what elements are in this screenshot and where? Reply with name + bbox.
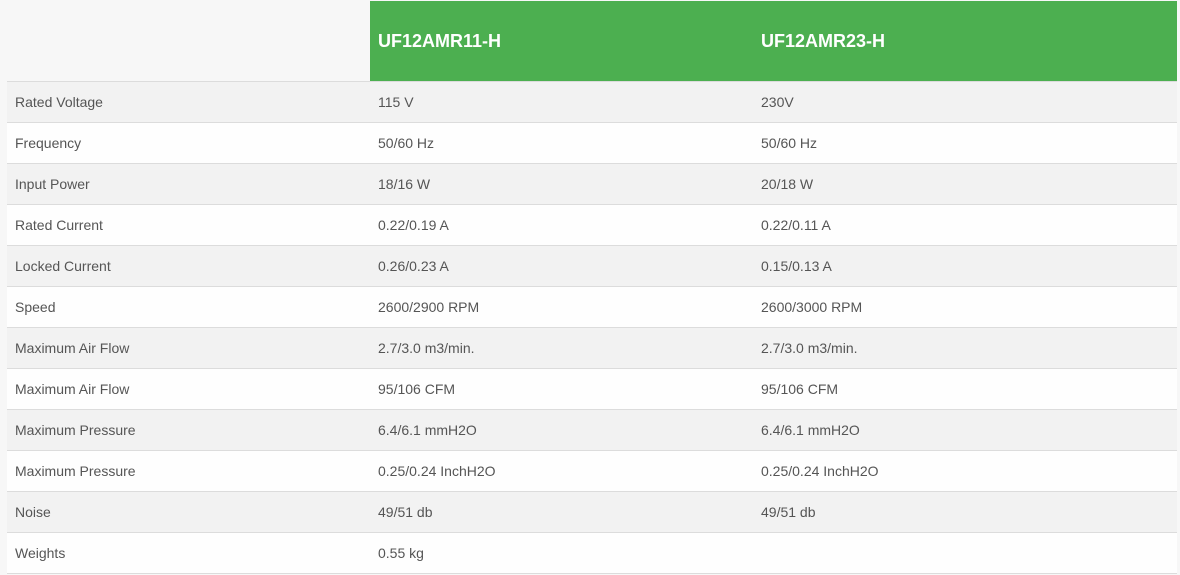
spec-table: UF12AMR11-H UF12AMR23-H Rated Voltage 115… [7,1,1177,574]
model-2-value: 2.7/3.0 m3/min. [753,327,1177,369]
model-1-value: 0.26/0.23 A [370,245,753,287]
model-2-value: 6.4/6.1 mmH2O [753,409,1177,451]
table-row: Speed 2600/2900 RPM 2600/3000 RPM [7,286,1177,328]
model-1-value: 2.7/3.0 m3/min. [370,327,753,369]
row-label: Maximum Air Flow [7,368,370,410]
header-model-1: UF12AMR11-H [370,1,753,82]
row-label: Rated Voltage [7,81,370,123]
row-label: Rated Current [7,204,370,246]
row-label: Noise [7,491,370,533]
header-blank [7,1,370,82]
table-row: Maximum Pressure 6.4/6.1 mmH2O 6.4/6.1 mmH… [7,409,1177,451]
row-label: Maximum Pressure [7,450,370,492]
header-row: UF12AMR11-H UF12AMR23-H [7,1,1177,82]
model-2-value: 20/18 W [753,163,1177,205]
model-1-value: 0.25/0.24 InchH2O [370,450,753,492]
model-2-value: 95/106 CFM [753,368,1177,410]
model-1-value: 18/16 W [370,163,753,205]
table-row: Maximum Air Flow 95/106 CFM 95/106 CFM [7,368,1177,410]
row-label: Input Power [7,163,370,205]
model-1-value: 115 V [370,81,753,123]
model-1-value: 6.4/6.1 mmH2O [370,409,753,451]
row-label: Maximum Pressure [7,409,370,451]
table-row: Frequency 50/60 Hz 50/60 Hz [7,122,1177,164]
model-2-value [753,532,1177,574]
table-row: Maximum Pressure 0.25/0.24 InchH2O 0.25/0.… [7,450,1177,492]
model-1-value: 95/106 CFM [370,368,753,410]
table-row: Input Power 18/16 W 20/18 W [7,163,1177,205]
table-row: Maximum Air Flow 2.7/3.0 m3/min. 2.7/3.0 m… [7,327,1177,369]
table-row: Weights 0.55 kg [7,532,1177,574]
model-2-value: 230V [753,81,1177,123]
model-2-value: 0.15/0.13 A [753,245,1177,287]
model-1-value: 2600/2900 RPM [370,286,753,328]
table-row: Locked Current 0.26/0.23 A 0.15/0.13 A [7,245,1177,287]
model-1-value: 0.22/0.19 A [370,204,753,246]
table-row: Noise 49/51 db 49/51 db [7,491,1177,533]
model-2-value: 2600/3000 RPM [753,286,1177,328]
model-2-value: 50/60 Hz [753,122,1177,164]
row-label: Frequency [7,122,370,164]
model-2-value: 49/51 db [753,491,1177,533]
header-model-2: UF12AMR23-H [753,1,1177,82]
model-1-value: 50/60 Hz [370,122,753,164]
table-row: Rated Voltage 115 V 230V [7,81,1177,123]
model-2-value: 0.22/0.11 A [753,204,1177,246]
row-label: Speed [7,286,370,328]
model-2-value: 0.25/0.24 InchH2O [753,450,1177,492]
row-label: Maximum Air Flow [7,327,370,369]
model-1-value: 49/51 db [370,491,753,533]
row-label: Weights [7,532,370,574]
model-1-value: 0.55 kg [370,532,753,574]
row-label: Locked Current [7,245,370,287]
table-row: Rated Current 0.22/0.19 A 0.22/0.11 A [7,204,1177,246]
